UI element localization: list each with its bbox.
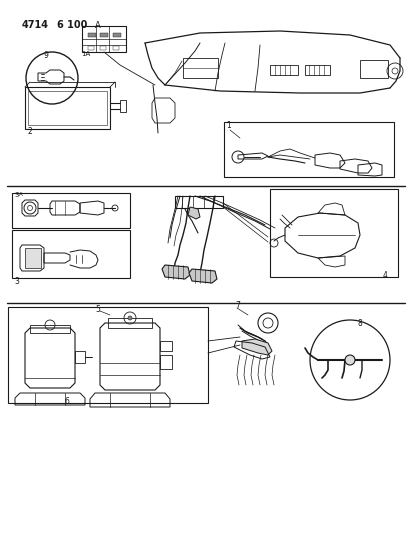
Text: 8: 8: [358, 319, 363, 327]
Bar: [183, 58, 218, 78]
Bar: [113, 33, 121, 37]
Bar: [25, 87, 110, 129]
Text: 6: 6: [65, 397, 70, 406]
Bar: [270, 189, 398, 277]
Bar: [160, 355, 172, 369]
Bar: [12, 193, 130, 228]
Bar: [108, 318, 152, 328]
Bar: [88, 33, 96, 37]
Bar: [82, 26, 126, 52]
Text: 3: 3: [14, 192, 19, 198]
Bar: [12, 230, 130, 278]
Circle shape: [345, 355, 355, 365]
Bar: [75, 351, 85, 363]
Bar: [30, 325, 70, 333]
Circle shape: [128, 316, 132, 320]
Text: A: A: [19, 192, 23, 198]
Bar: [28, 91, 107, 125]
Text: 3: 3: [14, 277, 19, 286]
Bar: [270, 65, 298, 75]
Bar: [360, 60, 388, 78]
Text: 4714: 4714: [22, 20, 49, 30]
Text: 6 100: 6 100: [57, 20, 87, 30]
Text: A: A: [95, 20, 101, 29]
Bar: [160, 341, 172, 351]
Bar: [25, 248, 41, 268]
Text: 5: 5: [95, 304, 100, 313]
Text: 1A: 1A: [81, 51, 90, 57]
Text: 9: 9: [44, 51, 49, 60]
Bar: [175, 196, 223, 208]
Bar: [120, 100, 126, 112]
Bar: [305, 65, 330, 75]
Polygon shape: [242, 339, 272, 355]
Polygon shape: [188, 207, 200, 219]
Bar: [224, 122, 394, 177]
Polygon shape: [189, 269, 217, 283]
Bar: [100, 33, 108, 37]
Polygon shape: [162, 265, 190, 279]
Text: 4: 4: [383, 271, 388, 279]
Text: 1: 1: [226, 122, 231, 131]
Bar: [8, 307, 208, 403]
Bar: [100, 46, 106, 50]
Text: 7: 7: [235, 301, 240, 310]
Bar: [88, 46, 94, 50]
Bar: [113, 46, 119, 50]
Text: 2: 2: [28, 127, 33, 136]
